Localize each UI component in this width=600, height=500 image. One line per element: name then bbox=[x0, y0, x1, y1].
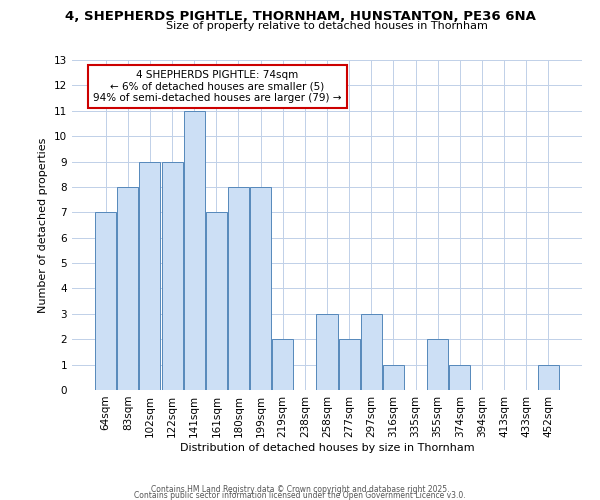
Text: 4 SHEPHERDS PIGHTLE: 74sqm
← 6% of detached houses are smaller (5)
94% of semi-d: 4 SHEPHERDS PIGHTLE: 74sqm ← 6% of detac… bbox=[93, 70, 341, 103]
Bar bbox=[338, 339, 359, 390]
Bar bbox=[228, 187, 249, 390]
Bar bbox=[118, 187, 139, 390]
Bar bbox=[184, 111, 205, 390]
Text: Contains HM Land Registry data © Crown copyright and database right 2025.: Contains HM Land Registry data © Crown c… bbox=[151, 485, 449, 494]
Bar bbox=[538, 364, 559, 390]
Bar bbox=[161, 162, 182, 390]
Text: Contains public sector information licensed under the Open Government Licence v3: Contains public sector information licen… bbox=[134, 490, 466, 500]
X-axis label: Distribution of detached houses by size in Thornham: Distribution of detached houses by size … bbox=[179, 442, 475, 452]
Y-axis label: Number of detached properties: Number of detached properties bbox=[38, 138, 49, 312]
Bar bbox=[361, 314, 382, 390]
Bar bbox=[383, 364, 404, 390]
Title: Size of property relative to detached houses in Thornham: Size of property relative to detached ho… bbox=[166, 22, 488, 32]
Bar bbox=[272, 339, 293, 390]
Bar bbox=[206, 212, 227, 390]
Bar bbox=[139, 162, 160, 390]
Bar bbox=[316, 314, 338, 390]
Text: 4, SHEPHERDS PIGHTLE, THORNHAM, HUNSTANTON, PE36 6NA: 4, SHEPHERDS PIGHTLE, THORNHAM, HUNSTANT… bbox=[65, 10, 535, 23]
Bar bbox=[250, 187, 271, 390]
Bar bbox=[427, 339, 448, 390]
Bar bbox=[95, 212, 116, 390]
Bar bbox=[449, 364, 470, 390]
